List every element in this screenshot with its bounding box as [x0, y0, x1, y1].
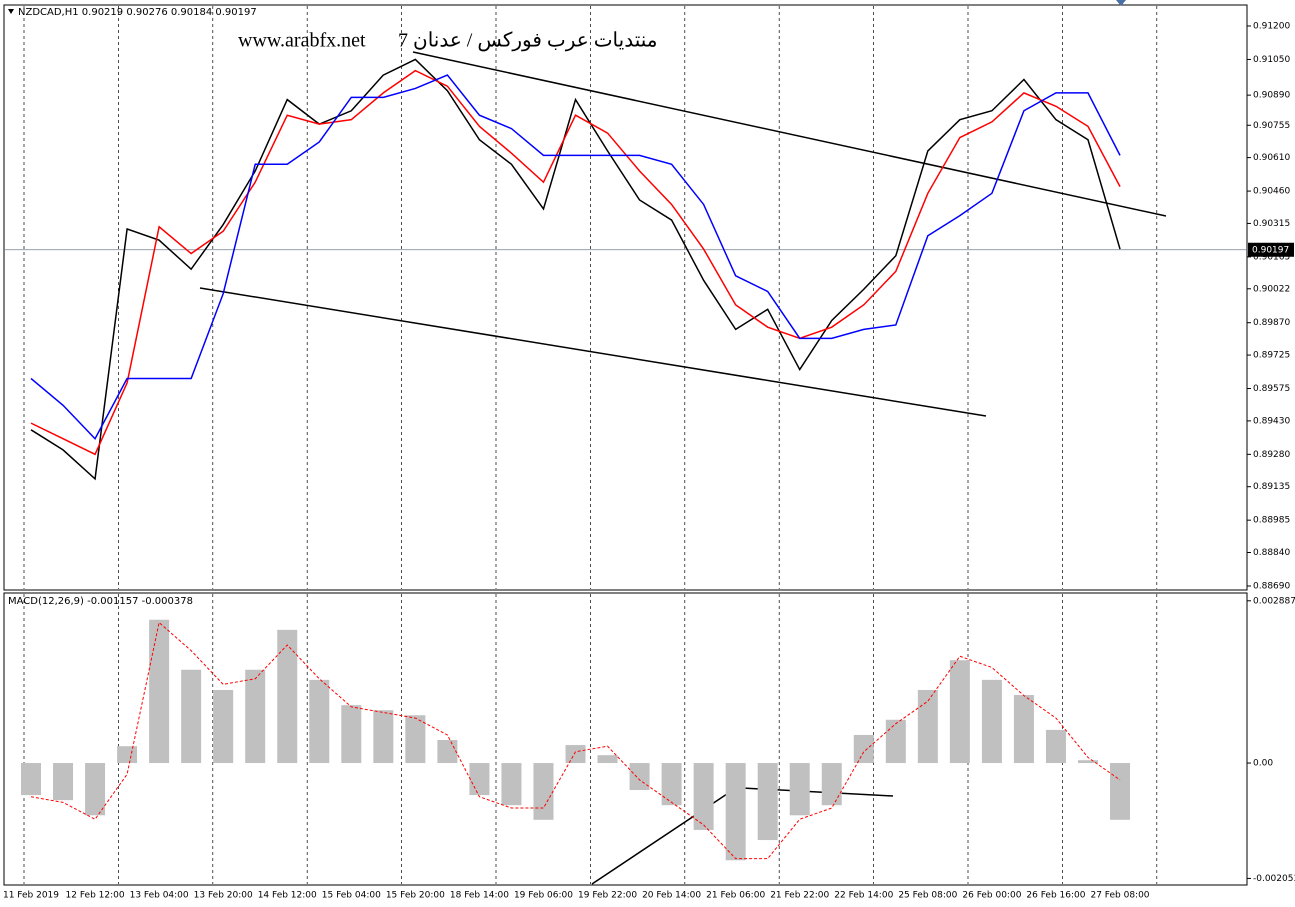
x-tick-label: 26 Feb 16:00 — [1026, 891, 1085, 901]
x-tick-label: 13 Feb 04:00 — [130, 891, 189, 901]
series-line — [30, 74, 1121, 440]
histogram-bar — [117, 746, 138, 764]
y-tick-label: 0.89135 — [1253, 482, 1290, 492]
histogram-bar — [469, 763, 490, 796]
price-pane — [3, 4, 1248, 591]
histogram-bar — [565, 745, 586, 764]
histogram-bar — [1045, 729, 1066, 764]
histogram-bar — [373, 710, 394, 764]
histogram-bar — [1110, 763, 1131, 820]
y-tick-label: -0.002053 — [1253, 874, 1295, 884]
x-tick-label: 11 Feb 2019 — [3, 891, 59, 901]
histogram-bar — [181, 669, 202, 764]
histogram-bar — [213, 689, 234, 764]
trendline — [412, 51, 1167, 217]
histogram-bar — [821, 763, 842, 806]
histogram-bar — [853, 734, 874, 764]
series-line — [30, 69, 1121, 456]
x-tick-label: 14 Feb 12:00 — [258, 891, 317, 901]
shift-marker — [1116, 0, 1126, 6]
histogram-bar — [277, 629, 298, 764]
x-tick-label: 19 Feb 22:00 — [578, 891, 637, 901]
x-tick-label: 25 Feb 08:00 — [898, 891, 957, 901]
histogram-bar — [949, 660, 970, 764]
y-tick-label: 0.90610 — [1253, 153, 1290, 163]
macd-title: MACD(12,26,9) -0.001157 -0.000378 — [8, 596, 193, 607]
y-tick-label: 0.89280 — [1253, 450, 1290, 460]
histogram-bar — [85, 763, 106, 816]
y-tick-label: 0.00 — [1253, 759, 1273, 769]
current-price-label: 0.90197 — [1252, 245, 1289, 255]
menu-arrow — [8, 9, 14, 14]
watermark: منتديات عرب فوركس / عدنان 7 — [398, 30, 657, 52]
x-tick-label: 19 Feb 06:00 — [514, 891, 573, 901]
y-tick-label: 0.89575 — [1253, 384, 1290, 394]
x-tick-label: 22 Feb 14:00 — [834, 891, 893, 901]
histogram-bar — [533, 763, 554, 820]
series-line — [30, 621, 1121, 860]
x-tick-label: 21 Feb 22:00 — [770, 891, 829, 901]
y-tick-label: 0.90165 — [1253, 252, 1290, 262]
trendline — [591, 783, 743, 885]
x-tick-label: 13 Feb 20:00 — [194, 891, 253, 901]
y-tick-label: 0.88985 — [1253, 516, 1290, 526]
current-price-box — [1248, 242, 1294, 257]
trendline — [199, 287, 987, 417]
histogram-bar — [725, 763, 746, 861]
x-tick-label: 15 Feb 04:00 — [322, 891, 381, 901]
y-tick-label: 0.89725 — [1253, 351, 1290, 361]
x-tick-label: 27 Feb 08:00 — [1090, 891, 1149, 901]
x-tick-label: 21 Feb 06:00 — [706, 891, 765, 901]
y-tick-label: 0.90755 — [1253, 121, 1290, 131]
histogram-bar — [245, 669, 266, 764]
y-tick-label: 0.91050 — [1253, 55, 1290, 65]
histogram-bar — [629, 763, 650, 791]
y-tick-label: 0.002887 — [1253, 596, 1295, 606]
histogram-bar — [53, 763, 74, 801]
histogram-bar — [661, 763, 682, 806]
histogram-bar — [309, 679, 330, 764]
x-tick-label: 26 Feb 00:00 — [962, 891, 1021, 901]
histogram-bar — [1077, 760, 1098, 764]
chart-title: NZDCAD,H1 0.90219 0.90276 0.90184 0.9019… — [18, 7, 257, 18]
histogram-bar — [437, 740, 458, 764]
histogram-bar — [757, 763, 778, 841]
y-tick-label: 0.88840 — [1253, 548, 1290, 558]
histogram-bar — [981, 679, 1002, 764]
y-tick-label: 0.89430 — [1253, 416, 1290, 426]
y-tick-label: 0.89870 — [1253, 318, 1290, 328]
y-tick-label: 0.90315 — [1253, 219, 1290, 229]
histogram-bar — [789, 763, 810, 816]
macd-pane — [3, 592, 1248, 886]
histogram-bar — [597, 755, 618, 764]
x-tick-label: 15 Feb 20:00 — [386, 891, 445, 901]
x-tick-label: 18 Feb 14:00 — [450, 891, 509, 901]
histogram-bar — [501, 763, 522, 806]
watermark: www.arabfx.net — [238, 30, 366, 52]
histogram-bar — [1013, 695, 1034, 764]
histogram-bar — [693, 763, 714, 830]
histogram-bar — [149, 619, 170, 764]
x-tick-label: 12 Feb 12:00 — [66, 891, 125, 901]
x-tick-label: 20 Feb 14:00 — [642, 891, 701, 901]
series-line — [30, 58, 1121, 481]
histogram-bar — [917, 689, 938, 764]
y-tick-label: 0.90890 — [1253, 91, 1290, 101]
histogram-bar — [341, 705, 362, 764]
y-tick-label: 0.91200 — [1253, 21, 1290, 31]
histogram-bar — [21, 763, 41, 796]
y-tick-label: 0.90460 — [1253, 187, 1290, 197]
histogram-bar — [405, 715, 426, 764]
histogram-bar — [885, 719, 906, 764]
y-tick-label: 0.88690 — [1253, 581, 1290, 591]
y-tick-label: 0.90022 — [1253, 284, 1290, 294]
